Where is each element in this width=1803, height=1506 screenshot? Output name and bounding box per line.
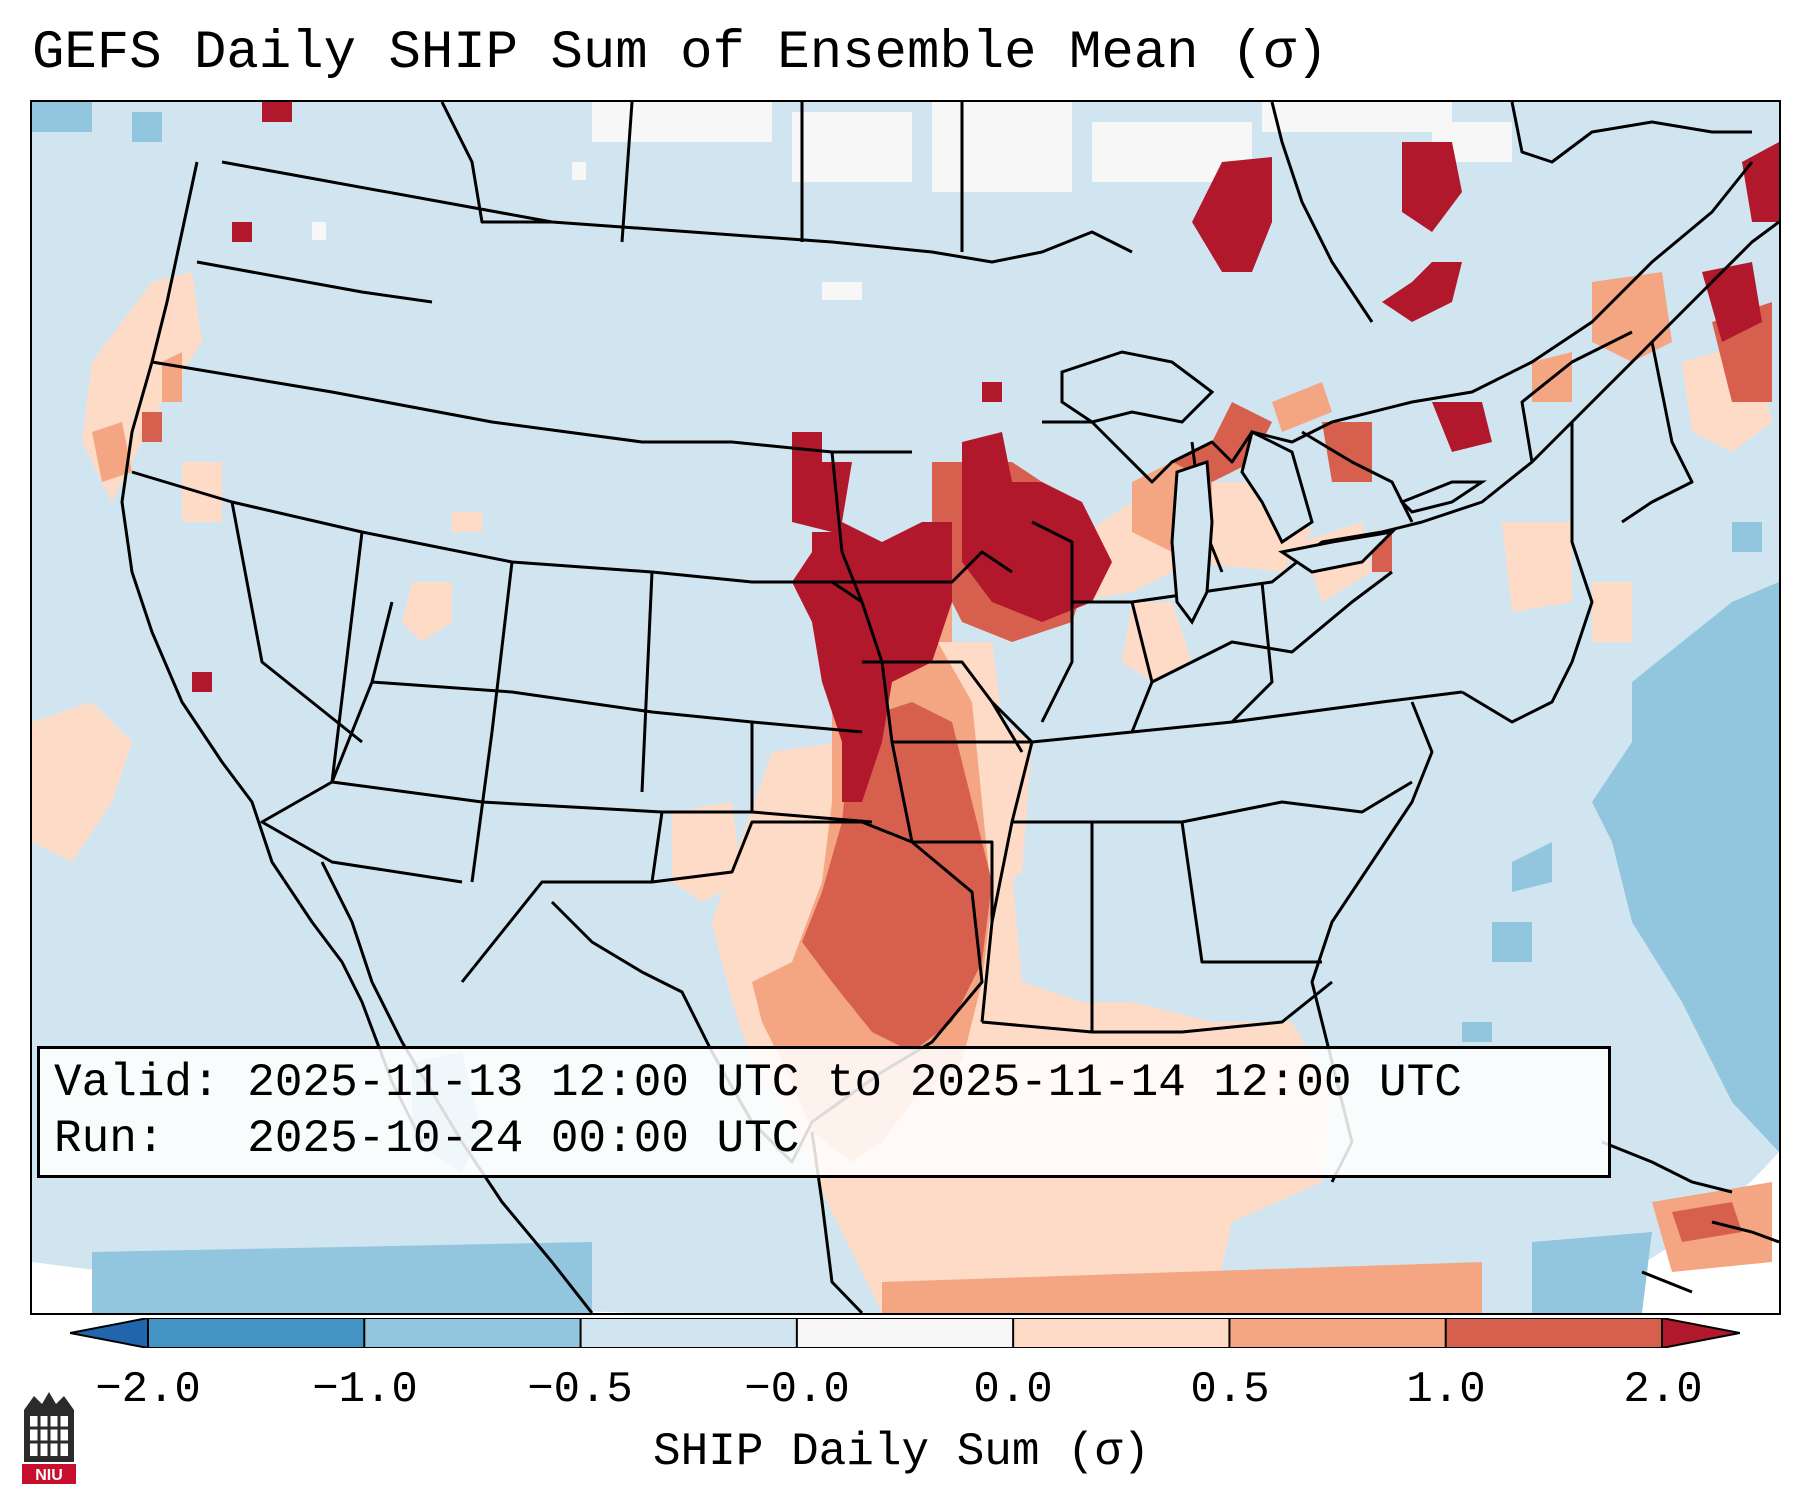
colorbar-tick: −0.5 [527, 1365, 633, 1415]
colorbar-tick: 0.5 [1190, 1365, 1270, 1415]
boundary-lines [120, 102, 1779, 1313]
colorbar-bin [364, 1318, 582, 1348]
lake-superior [1060, 350, 1215, 424]
run-value: 2025-10-24 00:00 UTC [247, 1113, 800, 1165]
anomaly-neg0.5-neg1 [32, 102, 1779, 1313]
colorbar-tick: −0.0 [744, 1365, 850, 1415]
colorbar-extend-high [1662, 1318, 1740, 1348]
anomaly-above-2 [192, 102, 1779, 802]
logo-text: NIU [35, 1467, 63, 1484]
colorbar-bin [796, 1318, 1014, 1348]
valid-value: 2025-11-13 12:00 UTC to 2025-11-14 12:00… [247, 1057, 1462, 1109]
colorbar-bin [1229, 1318, 1447, 1348]
canada-border [221, 160, 1133, 264]
lake-erie [1278, 529, 1397, 574]
northern-states [196, 260, 433, 304]
near-zero-patches [312, 102, 1512, 300]
midwest [830, 451, 914, 843]
west-coast [120, 161, 424, 1143]
colorbar-bin [1445, 1318, 1663, 1348]
colorbar [70, 1318, 1740, 1348]
colorbar-tick: −1.0 [312, 1365, 418, 1415]
map-title: GEFS Daily SHIP Sum of Ensemble Mean (σ) [32, 23, 1329, 84]
run-label: Run: [54, 1113, 165, 1165]
colorbar-label: SHIP Daily Sum (σ) [653, 1426, 1150, 1478]
colorbar-tick: 1.0 [1406, 1365, 1486, 1415]
colorbar-bin [580, 1318, 798, 1348]
colorbar-extend-low [70, 1318, 148, 1348]
northeast [1381, 220, 1779, 534]
caribbean-islands [1601, 1140, 1779, 1294]
lake-ontario [1399, 480, 1487, 514]
lake-outlines [1060, 350, 1487, 625]
lake-michigan [1170, 459, 1214, 625]
outside-domain-bottom-right [1532, 1152, 1779, 1313]
colorbar-tick: 0.0 [973, 1365, 1053, 1415]
niu-logo: NIU [22, 1392, 76, 1484]
colorbar-bin [1013, 1318, 1230, 1348]
validity-info-box: Valid: 2025-11-13 12:00 UTC to 2025-11-1… [37, 1046, 1611, 1178]
colorbar-tick: −2.0 [95, 1365, 201, 1415]
lake-huron [1240, 429, 1314, 545]
colorbar-tick: 2.0 [1623, 1365, 1703, 1415]
colorbar-bin [148, 1318, 365, 1348]
valid-label: Valid: [54, 1057, 220, 1109]
canada-interior [440, 102, 552, 224]
